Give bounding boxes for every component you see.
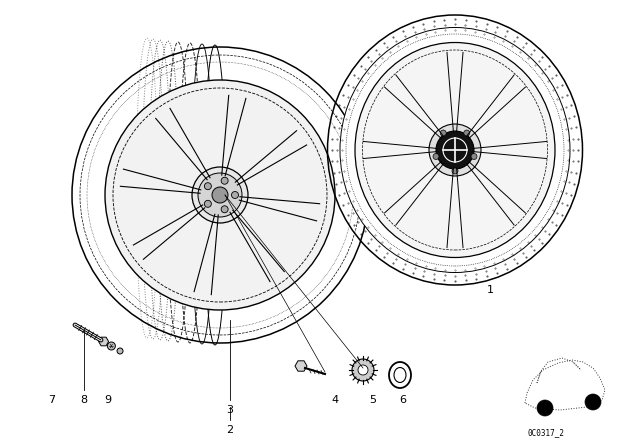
- Circle shape: [117, 348, 123, 354]
- Circle shape: [436, 131, 474, 169]
- Circle shape: [221, 177, 228, 184]
- Circle shape: [537, 400, 553, 416]
- Text: 4: 4: [332, 395, 339, 405]
- Circle shape: [433, 154, 439, 159]
- Circle shape: [232, 191, 239, 198]
- Circle shape: [221, 206, 228, 213]
- Circle shape: [204, 200, 211, 207]
- Ellipse shape: [340, 27, 570, 272]
- Text: 3: 3: [227, 405, 234, 415]
- Circle shape: [108, 342, 115, 350]
- Text: 0C0317_2: 0C0317_2: [528, 428, 565, 437]
- Circle shape: [198, 173, 242, 217]
- Text: 6: 6: [399, 395, 406, 405]
- Circle shape: [440, 130, 446, 136]
- Ellipse shape: [394, 367, 406, 383]
- Circle shape: [192, 167, 248, 223]
- Circle shape: [429, 124, 481, 176]
- Circle shape: [212, 187, 228, 203]
- Ellipse shape: [355, 43, 555, 258]
- Text: 9: 9: [104, 395, 111, 405]
- Circle shape: [471, 154, 477, 159]
- Circle shape: [585, 394, 601, 410]
- Text: 8: 8: [81, 395, 88, 405]
- Text: 5: 5: [369, 395, 376, 405]
- Circle shape: [105, 80, 335, 310]
- Text: 1: 1: [486, 285, 493, 295]
- Circle shape: [464, 130, 470, 136]
- Text: 7: 7: [49, 395, 56, 405]
- Circle shape: [452, 168, 458, 174]
- Text: 2: 2: [227, 425, 234, 435]
- Circle shape: [358, 365, 368, 375]
- Circle shape: [352, 359, 374, 381]
- Circle shape: [204, 183, 211, 190]
